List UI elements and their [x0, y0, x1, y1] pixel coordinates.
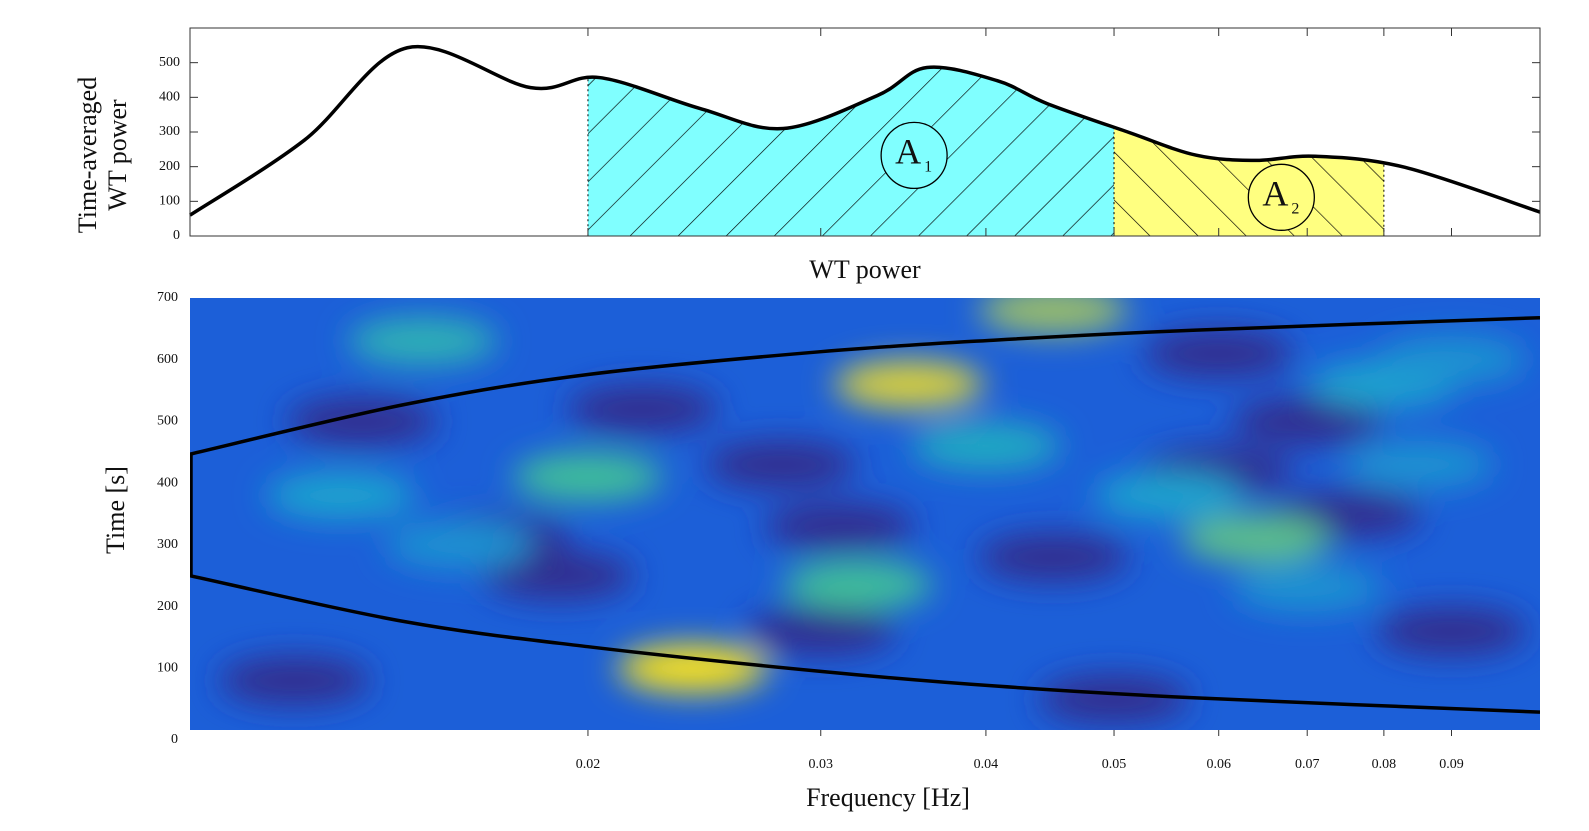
- x-tick-label: 0.09: [1439, 757, 1464, 772]
- line: [189, 44, 1541, 217]
- y-tick-label: 700: [157, 290, 178, 305]
- y-tick-label: 300: [159, 124, 180, 139]
- x-tick-label: 0.08: [1372, 757, 1397, 772]
- heat-cell: [1093, 471, 1244, 520]
- coi-upper: [190, 316, 1540, 456]
- heat-cell: [1343, 440, 1494, 489]
- heatmap-title: WT power: [809, 255, 921, 284]
- y-tick-label: 500: [159, 55, 180, 70]
- heat-cell: [483, 551, 634, 600]
- heat-cell: [834, 360, 985, 409]
- heat-cell: [347, 317, 498, 366]
- y-axis-label: Time [s]: [101, 466, 130, 554]
- x-axis-label: Frequency [Hz]: [806, 783, 970, 812]
- region-subscript: 1: [924, 158, 932, 175]
- x-tick-label: 0.07: [1295, 757, 1320, 772]
- region-label-circle: [1247, 163, 1315, 231]
- heat-cell: [745, 607, 896, 656]
- y-axis-label: Time-averaged: [73, 77, 102, 233]
- heat-cell: [617, 644, 768, 693]
- heat-cell: [1039, 675, 1190, 724]
- heat-cell: [910, 422, 1061, 471]
- region-subscript: 2: [1291, 200, 1299, 217]
- coi-lower: [190, 574, 1540, 714]
- region-label-circle: [880, 121, 948, 190]
- heat-cell: [764, 502, 915, 551]
- heatmap: [190, 298, 1540, 730]
- y-tick-label: 0: [173, 228, 180, 243]
- y-tick-label: 100: [159, 194, 180, 209]
- y-tick-label: 300: [157, 537, 178, 552]
- x-tick-label: 0.04: [974, 757, 999, 772]
- y-tick-label: 200: [157, 599, 178, 614]
- y-tick-label: 100: [157, 661, 178, 676]
- y-axis-label: WT power: [103, 99, 132, 211]
- heat-cell: [287, 397, 438, 446]
- heat-cell: [1232, 397, 1383, 446]
- y-tick-label: 500: [157, 414, 178, 429]
- heat-cell: [1143, 329, 1294, 378]
- y-tick-label: 600: [157, 352, 178, 367]
- heatmap-cells: [219, 298, 1527, 724]
- heat-cell: [782, 560, 933, 609]
- heat-cell: [978, 298, 1129, 335]
- heat-cell: [1232, 564, 1383, 613]
- y-tick-label: 0: [171, 732, 178, 747]
- x-tick-label: 0.06: [1206, 757, 1231, 772]
- heat-cell: [265, 471, 416, 520]
- heat-cell: [1376, 335, 1527, 384]
- heat-cell: [219, 656, 370, 705]
- region-hatch: [1114, 127, 1384, 236]
- heat-cell: [978, 533, 1129, 582]
- heat-cell: [384, 520, 535, 569]
- x-tick-label: 0.02: [576, 757, 601, 772]
- y-tick-label: 200: [159, 159, 180, 174]
- heat-cell: [706, 440, 857, 489]
- x-tick-label: 0.03: [808, 757, 833, 772]
- heat-cell: [567, 385, 718, 434]
- heat-cell: [512, 452, 663, 501]
- heat-cell: [1180, 514, 1331, 563]
- y-tick-label: 400: [159, 90, 180, 105]
- heat-cell: [1376, 607, 1527, 656]
- region-hatch: [587, 67, 1115, 236]
- x-tick-label: 0.05: [1102, 757, 1127, 772]
- y-tick-label: 400: [157, 475, 178, 490]
